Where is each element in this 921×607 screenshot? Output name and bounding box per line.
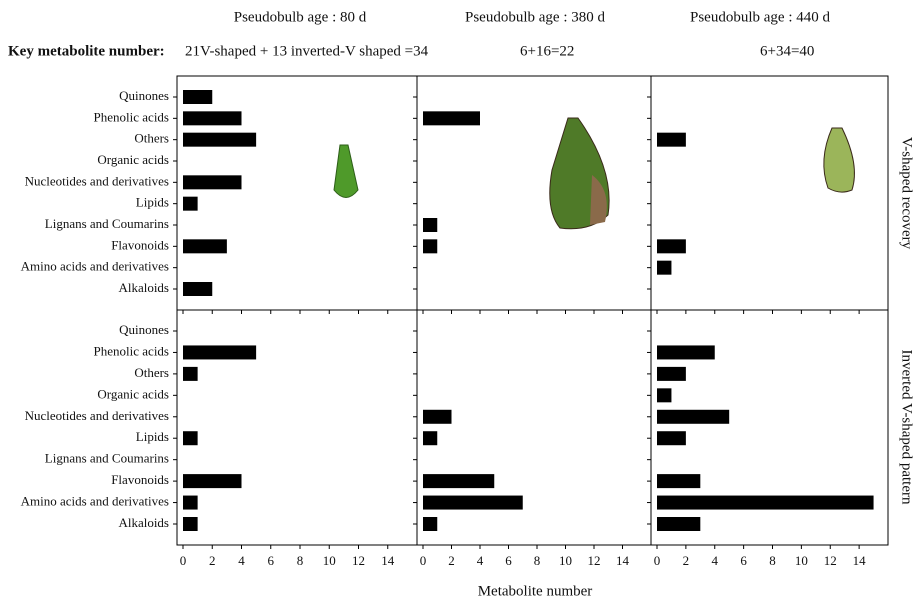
bar	[423, 218, 437, 232]
x-tick-label: 12	[824, 553, 837, 568]
y-tick-label: Quinones	[119, 88, 169, 103]
x-tick-label: 14	[853, 553, 867, 568]
y-tick-label: Nucleotides and derivatives	[25, 173, 169, 188]
x-tick-label: 6	[505, 553, 512, 568]
x-tick-label: 2	[209, 553, 216, 568]
x-axis-label: Metabolite number	[478, 583, 593, 599]
y-tick-label: Lipids	[136, 429, 169, 444]
x-tick-label: 2	[448, 553, 455, 568]
key-text: 6+16=22	[520, 43, 574, 59]
x-tick-label: 12	[352, 553, 365, 568]
pseudobulb-440d	[824, 128, 855, 192]
panel-frame	[651, 310, 888, 545]
bar	[423, 111, 480, 125]
pseudobulb-380d	[550, 118, 609, 229]
bar	[183, 496, 198, 510]
x-tick-label: 0	[420, 553, 427, 568]
x-tick-label: 14	[381, 553, 395, 568]
y-tick-label: Lipids	[136, 195, 169, 210]
bar	[657, 345, 715, 359]
x-tick-label: 4	[477, 553, 484, 568]
panel-frame	[177, 76, 417, 310]
pseudobulb-80d	[334, 145, 358, 198]
panel-frame	[651, 76, 888, 310]
bar	[423, 474, 494, 488]
y-tick-label: Amino acids and derivatives	[21, 259, 169, 274]
bar	[657, 496, 874, 510]
bar	[183, 431, 198, 445]
key-text: 6+34=40	[760, 43, 814, 59]
y-tick-label: Quinones	[119, 322, 169, 337]
bar	[657, 410, 729, 424]
y-tick-label: Alkaloids	[118, 515, 169, 530]
bar	[183, 367, 198, 381]
panel-frame	[177, 310, 417, 545]
y-tick-label: Organic acids	[97, 152, 169, 167]
bar	[183, 474, 242, 488]
bar	[423, 410, 452, 424]
y-tick-label: Amino acids and derivatives	[21, 494, 169, 509]
chart: Pseudobulb age : 80 d Pseudobulb age : 3…	[0, 0, 921, 602]
key-label: Key metabolite number:	[8, 43, 165, 59]
bar	[423, 496, 523, 510]
bar	[183, 133, 256, 147]
x-tick-label: 10	[323, 553, 336, 568]
bar	[423, 239, 437, 253]
bar	[183, 345, 256, 359]
y-tick-label: Others	[134, 131, 169, 146]
bar	[183, 111, 242, 125]
y-tick-label: Flavonoids	[111, 237, 169, 252]
bar	[657, 133, 686, 147]
x-tick-label: 6	[268, 553, 275, 568]
y-tick-label: Lignans and Coumarins	[45, 216, 169, 231]
bar	[657, 517, 700, 531]
column-title: Pseudobulb age : 440 d	[690, 9, 830, 25]
bar	[657, 431, 686, 445]
bar	[657, 261, 671, 275]
column-title: Pseudobulb age : 80 d	[234, 9, 367, 25]
x-tick-label: 14	[616, 553, 630, 568]
bar	[423, 431, 437, 445]
bar	[657, 388, 671, 402]
y-tick-label: Phenolic acids	[94, 343, 169, 358]
bar	[657, 239, 686, 253]
x-tick-label: 8	[534, 553, 541, 568]
panel-frame	[417, 76, 651, 310]
bar	[183, 197, 198, 211]
bar	[183, 282, 212, 296]
y-tick-label: Organic acids	[97, 386, 169, 401]
column-title: Pseudobulb age : 380 d	[465, 9, 605, 25]
bar	[183, 90, 212, 104]
x-tick-label: 8	[769, 553, 776, 568]
bar	[183, 517, 198, 531]
y-tick-label: Nucleotides and derivatives	[25, 408, 169, 423]
x-tick-label: 0	[180, 553, 187, 568]
key-text: 21V-shaped + 13 inverted-V shaped =34	[185, 43, 429, 59]
x-tick-label: 2	[683, 553, 690, 568]
panel-frame	[417, 310, 651, 545]
y-tick-label: Others	[134, 365, 169, 380]
x-tick-label: 6	[740, 553, 747, 568]
bar	[183, 175, 242, 189]
y-tick-label: Lignans and Coumarins	[45, 451, 169, 466]
y-tick-label: Alkaloids	[118, 280, 169, 295]
bar	[657, 474, 700, 488]
y-tick-label: Flavonoids	[111, 472, 169, 487]
bar	[183, 239, 227, 253]
x-tick-label: 0	[654, 553, 661, 568]
row-label: V-shaped recovery	[899, 137, 915, 250]
x-tick-label: 10	[795, 553, 808, 568]
x-tick-label: 4	[712, 553, 719, 568]
x-tick-label: 12	[588, 553, 601, 568]
x-tick-label: 4	[238, 553, 245, 568]
x-tick-label: 8	[297, 553, 304, 568]
bar	[423, 517, 437, 531]
y-tick-label: Phenolic acids	[94, 109, 169, 124]
x-tick-label: 10	[559, 553, 572, 568]
bar	[657, 367, 686, 381]
row-label: Inverted V-shaped pattern	[899, 350, 915, 505]
